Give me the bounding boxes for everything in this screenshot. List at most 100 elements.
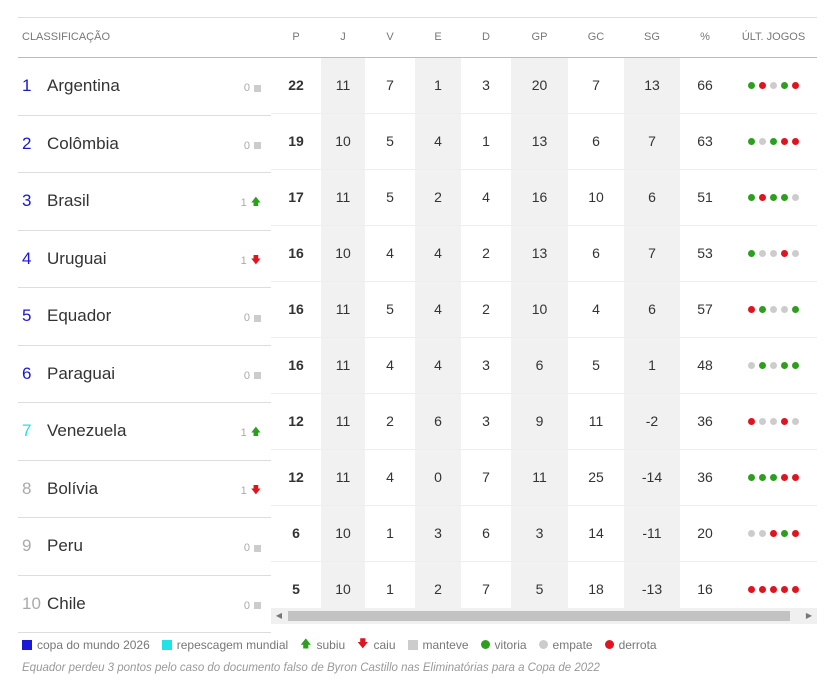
stat-cell: 4 — [386, 357, 394, 373]
stat-cell: 63 — [697, 133, 713, 149]
stat-cell: 17 — [288, 189, 304, 205]
win-dot-icon — [781, 82, 788, 89]
team-name[interactable]: Bolívia — [47, 478, 99, 498]
stat-cell: -13 — [624, 562, 680, 617]
stat-cell: 5 — [386, 301, 394, 317]
position-change-value: 1 — [240, 197, 247, 209]
team-row[interactable]: 6 Paraguai 0 — [18, 346, 271, 406]
team-name[interactable]: Chile — [47, 593, 86, 613]
team-row[interactable]: 10 Chile 0 — [18, 576, 271, 633]
stat-cell: 11 — [321, 394, 365, 449]
stat-cell: 11 — [321, 58, 365, 113]
column-header: ÚLT. JOGOS — [741, 31, 806, 43]
stat-cell: 1 — [386, 525, 394, 541]
stats-row: 6 10 1 3 6 3 14 -11 20 — [271, 506, 817, 562]
team-position: 5 — [22, 306, 32, 325]
scrollbar-thumb[interactable] — [288, 611, 790, 621]
legend-copa: copa do mundo 2026 — [22, 638, 150, 652]
team-name[interactable]: Equador — [47, 306, 112, 325]
arrow-down-icon: 🡇 — [250, 254, 261, 266]
stat-cell: 36 — [697, 413, 713, 429]
stat-cell: 4 — [415, 226, 461, 281]
stat-cell: 7 — [386, 77, 394, 93]
legend-copa-label: copa do mundo 2026 — [37, 637, 150, 652]
stats-row: 16 11 4 4 3 6 5 1 48 — [271, 338, 817, 394]
stat-cell: 4 — [386, 245, 394, 261]
team-row[interactable]: 2 Colômbia 0 — [18, 116, 271, 173]
standings-stats-table: P J V E D GP GC SG% ÚLT. JOGOS 22 11 7 1 3 20 7 13 66 19 1… — [271, 17, 817, 618]
loss-dot-icon — [792, 138, 799, 145]
stat-cell: 6 — [624, 282, 680, 337]
loss-dot-icon — [759, 194, 766, 201]
stat-cell: 3 — [482, 357, 490, 373]
team-row[interactable]: 4 Uruguai 1 🡇 — [18, 231, 271, 288]
loss-dot-icon — [781, 418, 788, 425]
horizontal-scrollbar[interactable]: ◀ ▶ — [271, 608, 817, 624]
position-change-value: 1 — [240, 254, 247, 267]
last-games — [730, 170, 817, 225]
copa-square-icon — [22, 639, 32, 650]
loss-dot-icon — [604, 640, 614, 649]
team-row[interactable]: 9 Peru 0 — [18, 518, 271, 576]
team-name[interactable]: Brasil — [47, 191, 90, 210]
loss-dot-icon — [781, 474, 788, 481]
column-header: J — [340, 31, 346, 43]
stat-cell: 9 — [511, 394, 568, 449]
stat-cell: 19 — [288, 133, 304, 149]
scroll-left-icon[interactable]: ◀ — [275, 611, 283, 620]
team-position: 10 — [22, 593, 41, 613]
team-name[interactable]: Paraguai — [47, 363, 116, 383]
column-header: % — [700, 31, 710, 43]
scroll-right-icon[interactable]: ▶ — [805, 611, 813, 620]
stat-cell: 1 — [386, 581, 394, 597]
stat-cell: 3 — [511, 506, 568, 561]
stat-cell: 4 — [592, 301, 600, 317]
stat-cell: 20 — [511, 58, 568, 113]
stats-row: 16 10 4 4 2 13 6 7 53 — [271, 226, 817, 282]
column-header: V — [386, 31, 394, 43]
win-dot-icon — [781, 362, 788, 369]
legend-subiu: 🡅 subiu — [300, 635, 345, 654]
stat-cell: 5 — [386, 189, 394, 205]
team-name[interactable]: Peru — [47, 536, 83, 555]
draw-dot-icon — [770, 362, 777, 369]
team-row[interactable]: 3 Brasil 1 🡅 — [18, 173, 271, 231]
win-dot-icon — [792, 306, 799, 313]
stat-cell: 18 — [588, 581, 604, 597]
stat-cell: 4 — [415, 282, 461, 337]
legend: copa do mundo 2026 repescagem mundial 🡅 … — [22, 635, 657, 654]
team-name[interactable]: Uruguai — [47, 248, 107, 268]
stat-cell: 3 — [415, 506, 461, 561]
win-dot-icon — [792, 362, 799, 369]
stats-rows: 22 11 7 1 3 20 7 13 66 19 10 5 4 1 13 6 7 63 17 11 5 2 4 16 10 6 5… — [271, 58, 817, 618]
team-row[interactable]: 8 Bolívia 1 🡇 — [18, 461, 271, 518]
stat-cell: 0 — [415, 450, 461, 505]
team-name[interactable]: Venezuela — [47, 421, 127, 440]
stat-cell: 51 — [697, 189, 713, 205]
last-games — [730, 338, 817, 393]
team-row[interactable]: 5 Equador 0 — [18, 288, 271, 346]
draw-dot-icon — [759, 250, 766, 257]
stat-cell: 10 — [321, 506, 365, 561]
legend-vitoria-label: vitoria — [494, 637, 527, 652]
stat-cell: 16 — [288, 301, 304, 317]
team-row[interactable]: 1 Argentina 0 — [18, 58, 271, 116]
draw-dot-icon — [792, 194, 799, 201]
position-change: 0 — [244, 346, 261, 406]
draw-dot-icon — [759, 418, 766, 425]
win-dot-icon — [748, 250, 755, 257]
same-square-icon — [254, 602, 261, 610]
arrow-down-icon: 🡇 — [250, 484, 261, 496]
legend-manteve: manteve — [407, 638, 469, 652]
team-position: 1 — [22, 76, 32, 95]
win-dot-icon — [781, 194, 788, 201]
loss-dot-icon — [748, 418, 755, 425]
stat-cell: 7 — [592, 77, 600, 93]
stat-cell: 10 — [588, 189, 604, 205]
team-name[interactable]: Colômbia — [47, 133, 119, 153]
column-header: D — [482, 31, 490, 43]
stat-cell: 7 — [624, 226, 680, 281]
arrow-down-icon: 🡇 — [357, 638, 369, 650]
team-name[interactable]: Argentina — [47, 76, 120, 95]
team-row[interactable]: 7 Venezuela 1 🡅 — [18, 403, 271, 461]
